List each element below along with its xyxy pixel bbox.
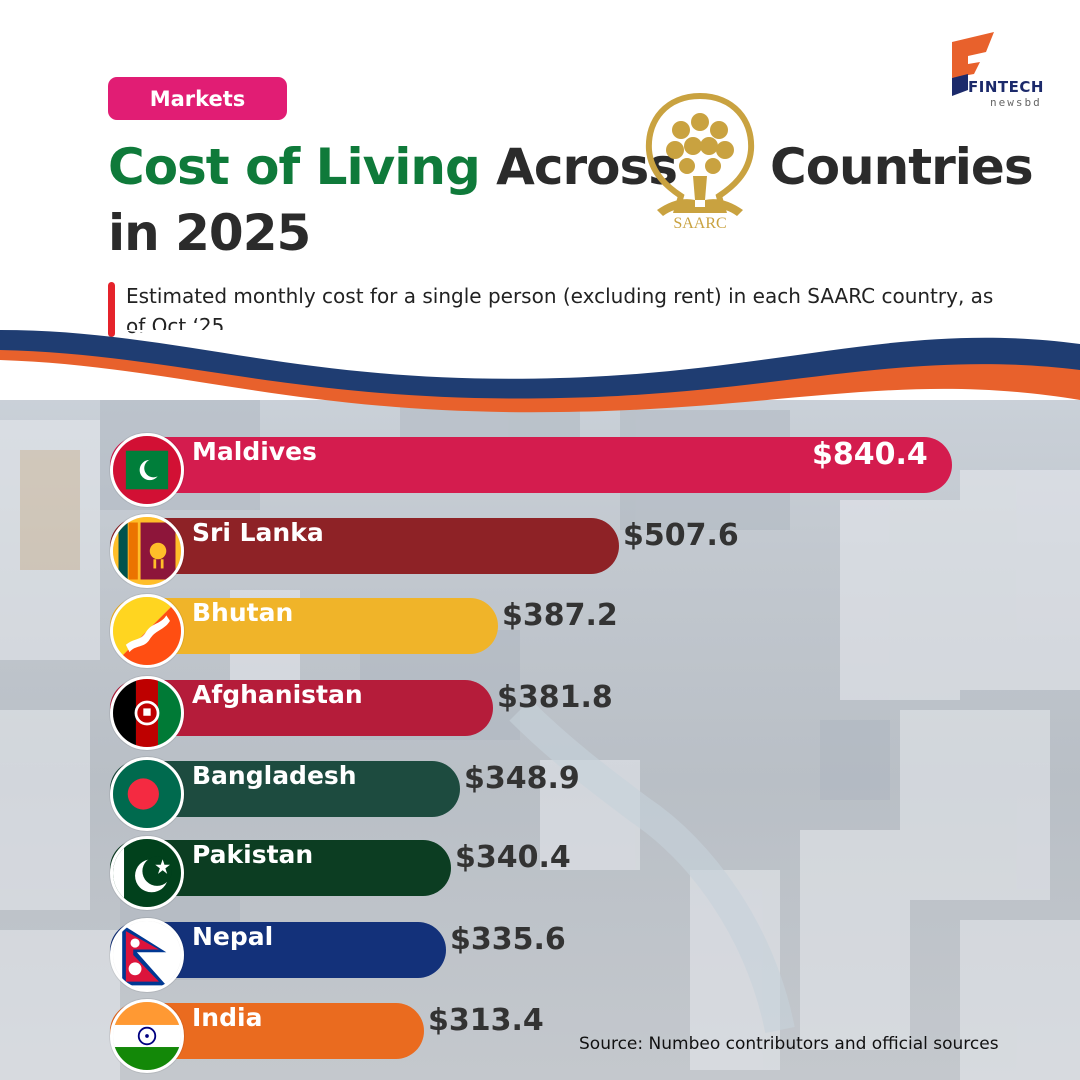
chart-row: Nepal $335.6 [110,918,1070,992]
chart-row: Maldives $840.4 [110,433,1070,507]
title-line-2: in 2025 [108,204,311,262]
value-label: $507.6 [623,518,739,553]
value-label: $840.4 [812,437,928,472]
saarc-logo: SAARC [645,92,755,232]
chart-row: Sri Lanka $507.6 [110,514,1070,588]
category-label: India [192,1003,263,1032]
category-label: Afghanistan [192,680,363,709]
india-flag-icon [110,999,184,1073]
header-wave-divider [0,330,1080,413]
value-label: $381.8 [497,680,613,715]
chart-row: Pakistan $340.4 [110,836,1070,910]
subtitle: Estimated monthly cost for a single pers… [126,284,994,338]
bhutan-flag-icon [110,594,184,668]
category-label: Bhutan [192,598,294,627]
source-note: Source: Numbeo contributors and official… [579,1034,999,1054]
bangladesh-flag-icon [110,757,184,831]
value-label: $340.4 [455,840,571,875]
category-tag[interactable]: Markets [108,77,287,120]
category-label: Sri Lanka [192,518,324,547]
afghanistan-flag-icon [110,676,184,750]
value-label: $335.6 [450,922,566,957]
chart-row: Afghanistan $381.8 [110,676,1070,750]
bar-sri-lanka [110,518,619,574]
title-highlight: Cost of Living [108,138,481,196]
chart-row: India $313.4 [110,999,1070,1073]
svg-text:SAARC: SAARC [673,215,726,232]
category-label: Pakistan [192,840,314,869]
value-label: $387.2 [502,598,618,633]
category-label: Nepal [192,922,274,951]
title-text-right: Countries [770,138,1034,196]
brand-name: FINTECH [968,78,1044,96]
brand-subname: newsbd [990,96,1042,109]
fintech-logo-icon [952,32,994,96]
chart-row: Bhutan $387.2 [110,594,1070,668]
value-label: $348.9 [464,761,580,796]
bar-maldives [110,437,952,493]
maldives-flag-icon [110,433,184,507]
pakistan-flag-icon [110,836,184,910]
nepal-flag-icon [110,918,184,992]
sri-lanka-flag-icon [110,514,184,588]
subtitle-accent-bar [108,282,115,337]
value-label: $313.4 [428,1003,544,1038]
chart-row: Bangladesh $348.9 [110,757,1070,831]
category-label: Bangladesh [192,761,357,790]
category-label: Maldives [192,437,317,466]
